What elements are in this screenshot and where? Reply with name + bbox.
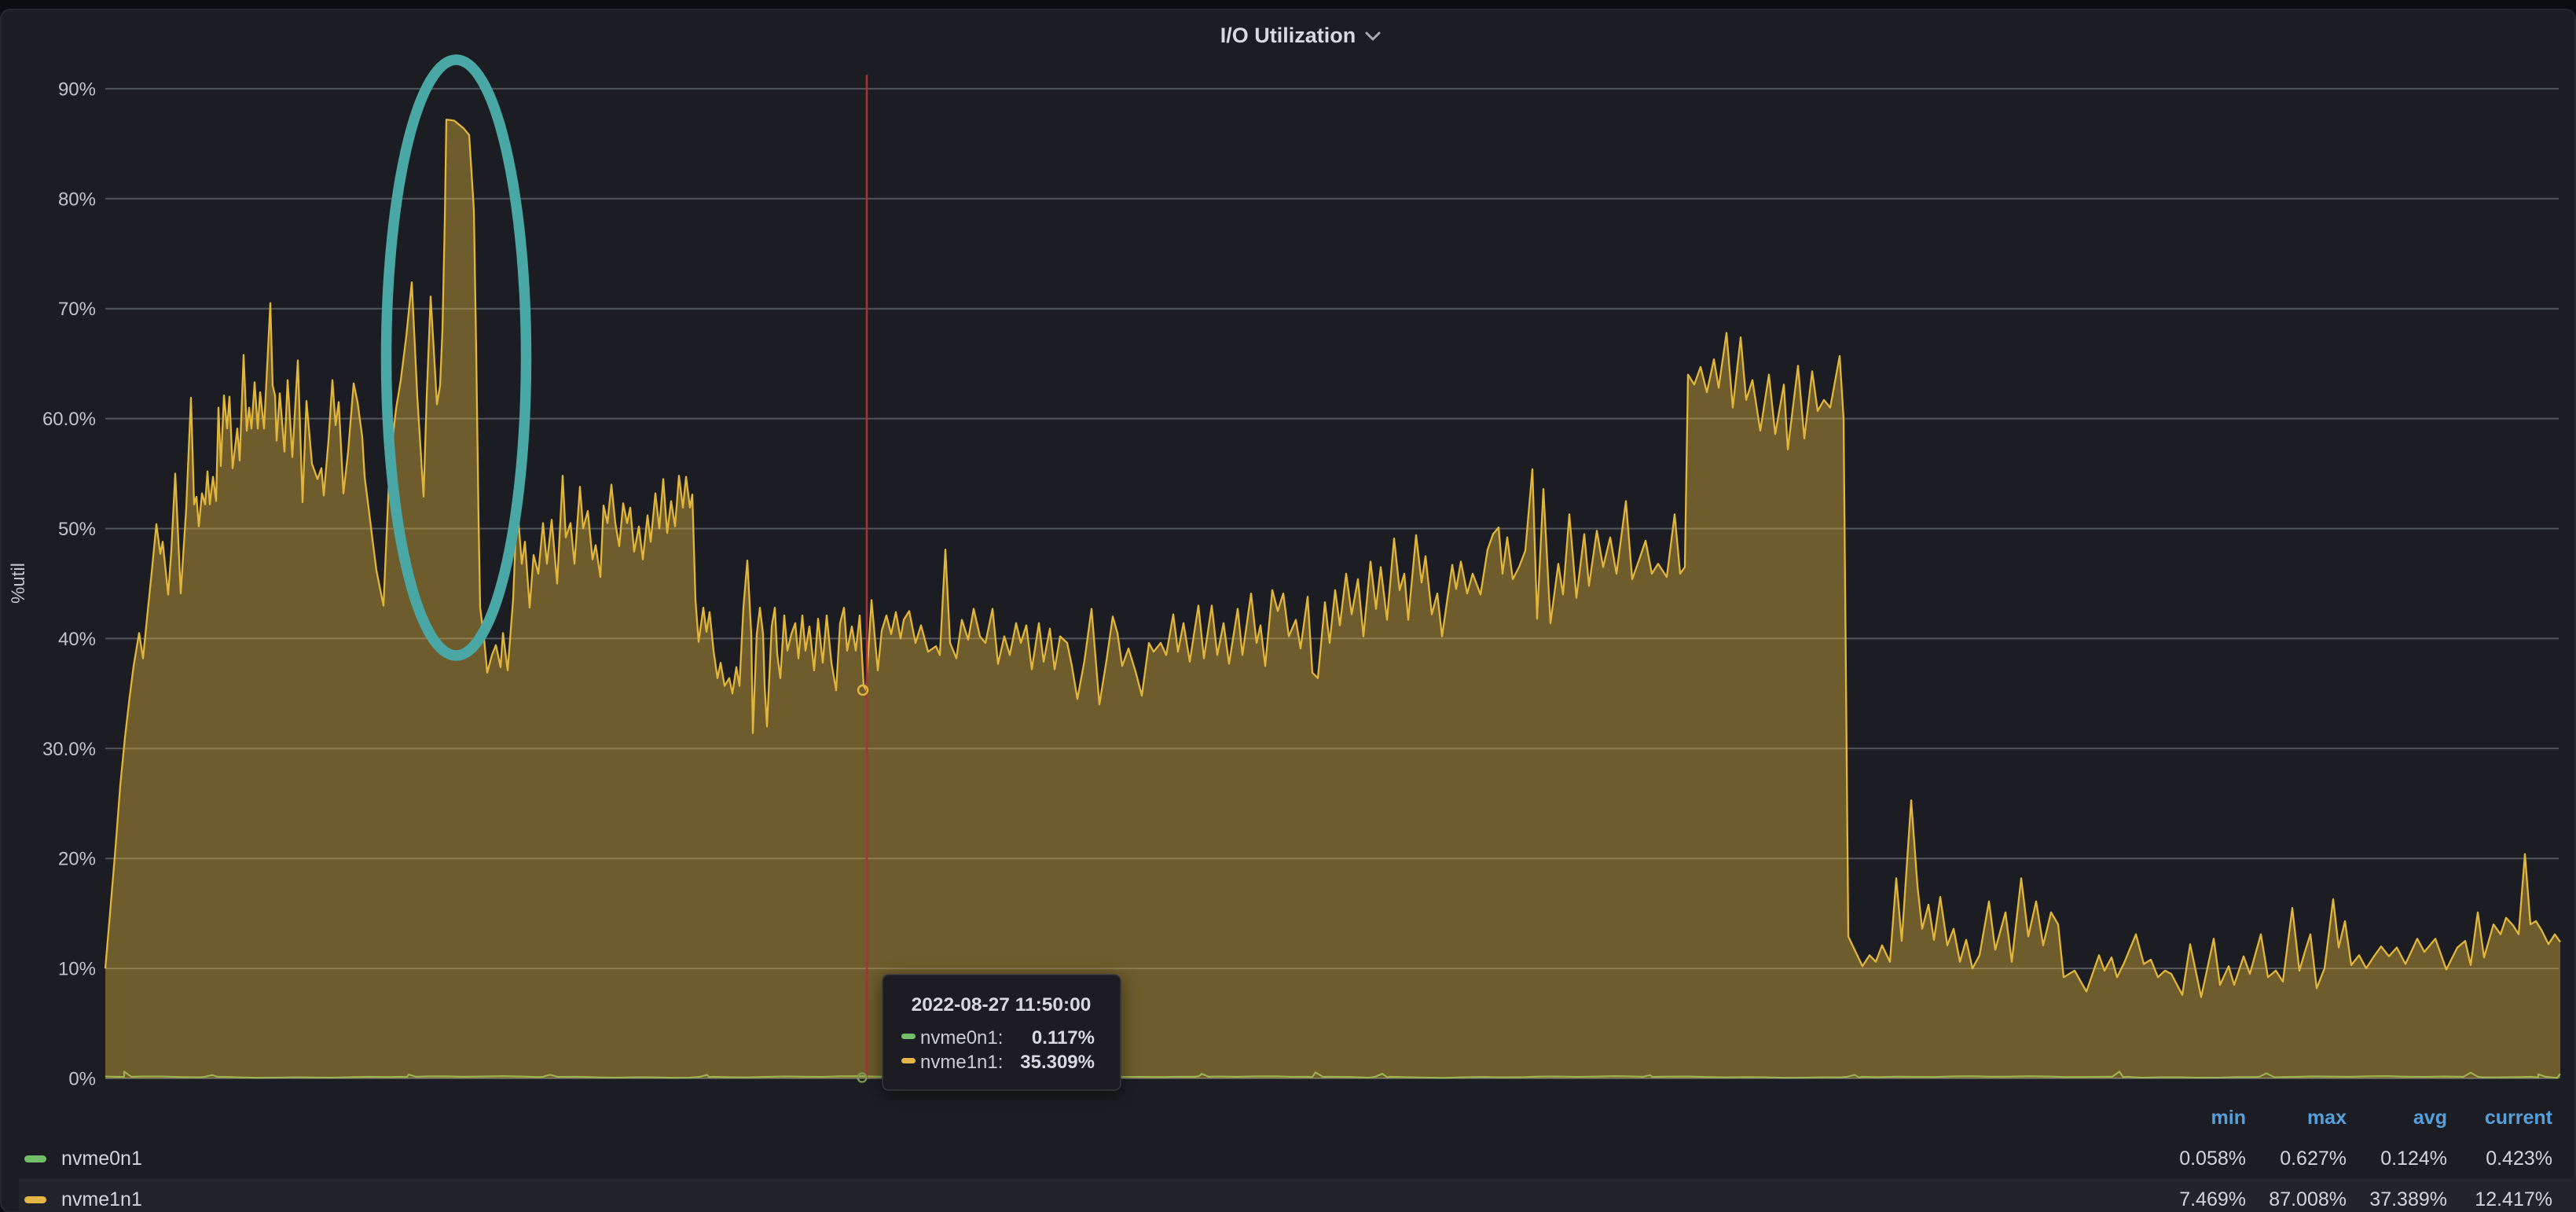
svg-text:60.0%: 60.0%	[42, 409, 96, 430]
svg-text:0.058%: 0.058%	[2179, 1148, 2246, 1170]
svg-text:0%: 0%	[68, 1069, 96, 1090]
svg-text:2022-08-27 11:50:00: 2022-08-27 11:50:00	[912, 994, 1092, 1016]
svg-text:nvme0n1:: nvme0n1:	[920, 1027, 1003, 1049]
svg-text:0.627%: 0.627%	[2280, 1148, 2347, 1170]
svg-text:0.124%: 0.124%	[2380, 1148, 2447, 1170]
svg-text:max: max	[2307, 1107, 2347, 1129]
svg-text:20%: 20%	[58, 849, 96, 870]
svg-text:87.008%: 87.008%	[2269, 1188, 2347, 1210]
svg-text:35.309%: 35.309%	[1020, 1052, 1095, 1073]
svg-text:%util: %util	[8, 563, 29, 604]
svg-text:50%: 50%	[58, 519, 96, 540]
svg-text:40%: 40%	[58, 629, 96, 650]
svg-text:37.389%: 37.389%	[2369, 1188, 2447, 1210]
svg-text:avg: avg	[2413, 1107, 2447, 1129]
svg-text:current: current	[2485, 1107, 2553, 1129]
svg-text:7.469%: 7.469%	[2179, 1188, 2246, 1210]
svg-text:12.417%: 12.417%	[2475, 1188, 2552, 1210]
svg-text:80%: 80%	[58, 189, 96, 210]
svg-text:10%: 10%	[58, 959, 96, 980]
svg-text:I/O Utilization: I/O Utilization	[1220, 24, 1356, 47]
svg-text:min: min	[2211, 1107, 2246, 1129]
svg-text:0.423%: 0.423%	[2486, 1148, 2552, 1170]
svg-text:0.117%: 0.117%	[1032, 1027, 1095, 1049]
svg-text:70%: 70%	[58, 299, 96, 320]
svg-text:nvme1n1: nvme1n1	[61, 1188, 142, 1210]
svg-text:30.0%: 30.0%	[42, 739, 96, 760]
svg-text:nvme1n1:: nvme1n1:	[920, 1052, 1003, 1073]
svg-text:nvme0n1: nvme0n1	[61, 1148, 142, 1170]
svg-text:90%: 90%	[58, 79, 96, 100]
